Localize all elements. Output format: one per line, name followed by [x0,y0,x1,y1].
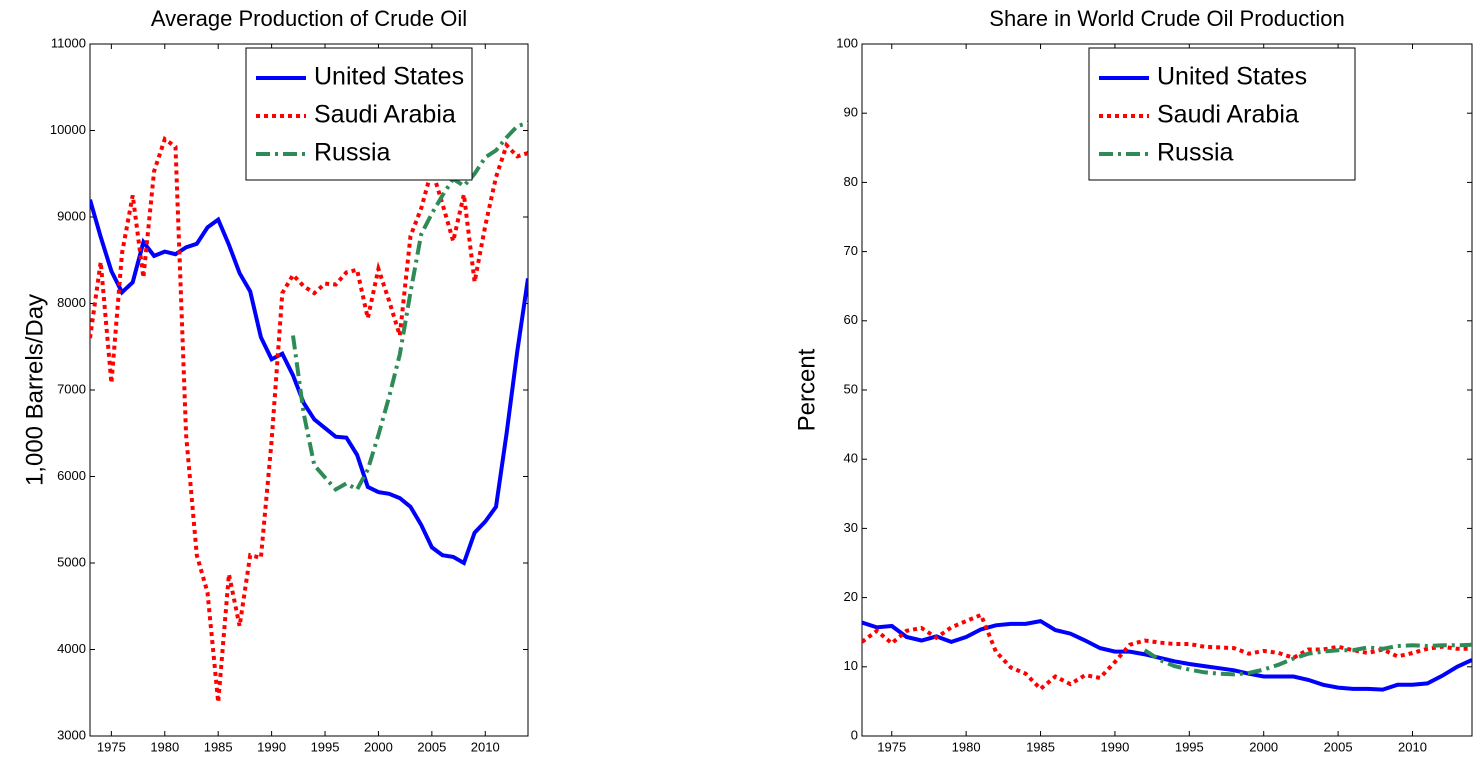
x-tick-label: 1985 [204,739,233,754]
y-tick-label: 50 [844,381,858,396]
x-tick-label: 2005 [417,739,446,754]
y-tick-label: 80 [844,174,858,189]
y-tick-label: 7000 [57,381,86,396]
series-line [862,612,1472,692]
y-tick-label: 5000 [57,554,86,569]
chart-title: Average Production of Crude Oil [151,6,467,31]
series-line [90,199,528,566]
x-tick-label: 1980 [952,739,981,754]
y-tick-label: 70 [844,243,858,258]
legend-label: Russia [314,139,391,167]
legend-label: United States [314,63,464,91]
plot-area: 0 10 20 30 40 50 60 70 80 90 100 1975 1980 1985 1990 19… [793,6,1473,754]
series-line [862,618,1472,692]
y-tick-label: 10000 [50,122,86,137]
y-tick-label: 9000 [57,208,86,223]
series-line [1143,642,1472,677]
y-tick-label: 4000 [57,641,86,656]
y-axis-label: Percent [793,348,820,431]
x-tick-label: 1975 [97,739,126,754]
y-tick-label: 60 [844,312,858,327]
plot-area: 3000 4000 5000 6000 7000 8000 9000 10000 11000 19… [21,6,529,754]
y-tick-label: 100 [836,35,858,50]
x-tick-label: 1975 [877,739,906,754]
x-tick-label: 2000 [1249,739,1278,754]
y-tick-label: 8000 [57,295,86,310]
y-tick-label: 90 [844,105,858,120]
x-tick-label: 2010 [1398,739,1427,754]
y-tick-label: 10 [844,658,858,673]
x-tick-label: 2010 [471,739,500,754]
x-tick-label: 2005 [1324,739,1353,754]
y-tick-label: 0 [851,727,858,742]
x-tick-label: 1990 [1100,739,1129,754]
x-tick-label: 1990 [257,739,286,754]
y-tick-label: 3000 [57,727,86,742]
x-tick-label: 2000 [364,739,393,754]
legend-label: Saudi Arabia [1157,101,1299,129]
x-tick-label: 1985 [1026,739,1055,754]
y-axis-label: 1,000 Barrels/Day [21,294,48,486]
y-tick-label: 20 [844,589,858,604]
y-tick-label: 40 [844,451,858,466]
y-tick-label: 30 [844,520,858,535]
legend-label: Russia [1157,139,1234,167]
legend-label: Saudi Arabia [314,101,456,129]
legend-label: United States [1157,63,1307,91]
series-line [291,120,528,493]
x-tick-label: 1980 [150,739,179,754]
x-tick-label: 1995 [1175,739,1204,754]
series-line [90,135,528,703]
x-tick-label: 1995 [311,739,340,754]
y-tick-label: 6000 [57,468,86,483]
chart-title: Share in World Crude Oil Production [989,6,1344,31]
y-tick-label: 11000 [51,35,86,50]
